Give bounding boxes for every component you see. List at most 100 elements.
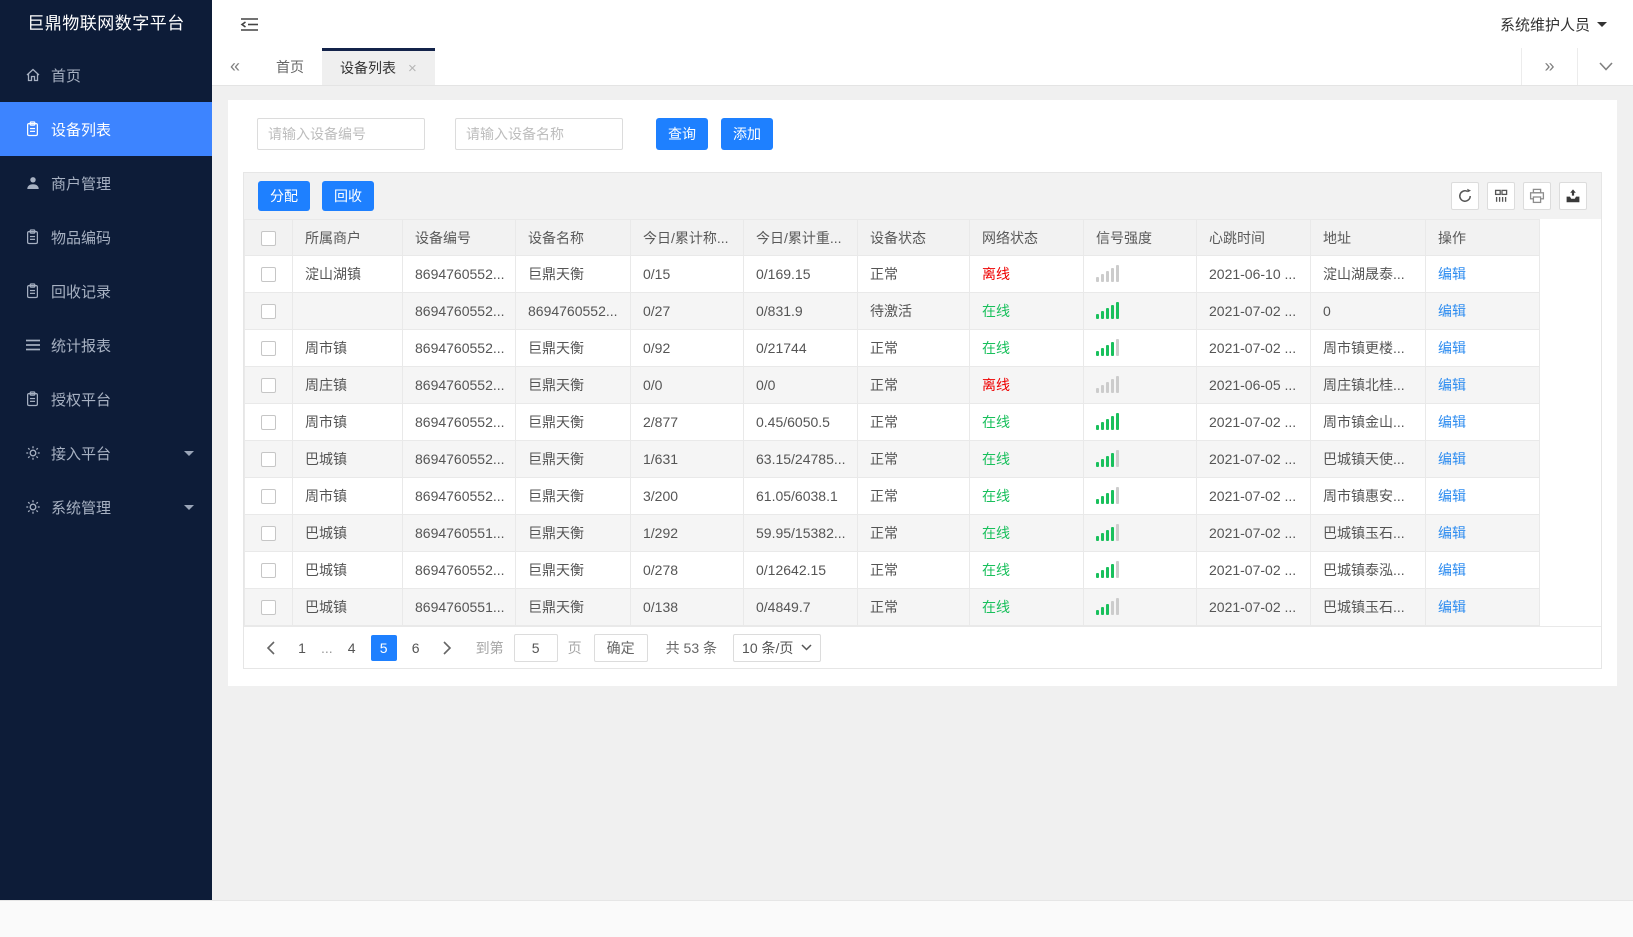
page-button-1[interactable]: 1 [298,639,306,656]
cell-merchant: 周庄镇 [292,366,403,404]
sidebar-item-接入平台[interactable]: 接入平台 [0,426,212,480]
row-select-cell [244,366,293,404]
row-checkbox[interactable] [261,378,276,394]
print-icon[interactable] [1523,182,1551,210]
edit-link[interactable]: 编辑 [1438,303,1466,319]
column-header: 信号强度 [1083,219,1197,256]
goto-page-input[interactable] [513,633,558,662]
edit-link[interactable]: 编辑 [1438,562,1466,578]
page-size-select[interactable]: 10 条/页 [733,633,822,662]
select-all-checkbox[interactable] [261,230,276,246]
sidebar-item-授权平台[interactable]: 授权平台 [0,372,212,426]
user-menu[interactable]: 系统维护人员 [1500,14,1607,35]
assign-button[interactable]: 分配 [258,181,310,211]
cell-signal [1083,329,1197,367]
cell-signal [1083,440,1197,478]
cell-network-status: 在线 [969,440,1084,478]
cell-device-name: 巨鼎天衡 [515,440,631,478]
sidebar-item-商户管理[interactable]: 商户管理 [0,156,212,210]
sidebar-item-回收记录[interactable]: 回收记录 [0,264,212,318]
sidebar-item-设备列表[interactable]: 设备列表 [0,102,212,156]
columns-icon[interactable] [1487,182,1515,210]
tabs-scroll-right-icon[interactable]: » [1521,48,1577,85]
page-button-6[interactable]: 6 [411,639,420,656]
edit-link[interactable]: 编辑 [1438,377,1466,393]
row-checkbox[interactable] [261,452,276,468]
page-ellipsis: ... [321,639,333,656]
sidebar-item-系统管理[interactable]: 系统管理 [0,480,212,534]
row-select-cell [244,329,293,367]
sidebar-item-首页[interactable]: 首页 [0,48,212,102]
page-buttons: 1... 4 5 6 [286,634,432,661]
row-checkbox[interactable] [261,489,276,505]
cell-today-weight: 0/0 [743,366,858,404]
close-icon[interactable]: × [408,59,417,77]
clipboard-icon [24,121,41,138]
device-name-input[interactable] [455,118,623,150]
tabs-menu-icon[interactable] [1577,48,1633,85]
edit-link[interactable]: 编辑 [1438,525,1466,541]
edit-link[interactable]: 编辑 [1438,414,1466,430]
table-row: 淀山湖镇 8694760552... 巨鼎天衡 0/15 0/169.15 正常 离线 202… [244,255,1540,293]
row-select-cell [244,255,293,293]
page-size-value: 10 条/页 [742,639,794,656]
cell-heartbeat: 2021-07-02 ... [1196,477,1311,515]
add-button[interactable]: 添加 [721,118,773,150]
cell-device-no: 8694760551... [402,588,516,626]
cell-merchant: 巴城镇 [292,551,403,589]
cell-merchant: 周市镇 [292,403,403,441]
tab-设备列表[interactable]: 设备列表 × [322,48,435,85]
edit-link[interactable]: 编辑 [1438,599,1466,615]
row-checkbox[interactable] [261,415,276,431]
row-checkbox[interactable] [261,304,276,320]
prev-page-button[interactable] [256,634,286,662]
cell-action: 编辑 [1425,477,1540,515]
device-no-input[interactable] [257,118,425,150]
table-row: 巴城镇 8694760552... 巨鼎天衡 1/631 63.15/24785... 正… [244,440,1540,478]
edit-link[interactable]: 编辑 [1438,488,1466,504]
export-icon[interactable] [1559,182,1587,210]
row-checkbox[interactable] [261,563,276,579]
cell-network-status: 在线 [969,329,1084,367]
row-checkbox[interactable] [261,526,276,542]
cell-today-weight: 0/21744 [743,329,858,367]
next-page-button[interactable] [432,634,462,662]
tabs-scroll-left-icon[interactable]: « [229,56,240,76]
sidebar-item-label: 回收记录 [51,283,112,301]
refresh-icon[interactable] [1451,182,1479,210]
cell-address: 巴城镇泰泓... [1310,551,1426,589]
clipboard-icon [24,283,41,300]
cell-network-status: 在线 [969,477,1084,515]
edit-link[interactable]: 编辑 [1438,451,1466,467]
tab-首页[interactable]: 首页 [258,48,322,85]
cell-today-weight: 63.15/24785... [743,440,858,478]
sidebar-item-统计报表[interactable]: 统计报表 [0,318,212,372]
sidebar-collapse-icon[interactable] [240,16,259,33]
cell-network-status: 在线 [969,403,1084,441]
signal-strength-icon [1096,338,1121,356]
sidebar-item-物品编码[interactable]: 物品编码 [0,210,212,264]
row-checkbox[interactable] [261,600,276,616]
page-button-5[interactable]: 5 [370,634,397,661]
cell-device-name: 巨鼎天衡 [515,477,631,515]
row-checkbox[interactable] [261,341,276,357]
edit-link[interactable]: 编辑 [1438,340,1466,356]
content-area: 查询 添加 分配 回收 所属商户设备编号设备名称今日/累计称...今日/累计重.… [212,86,1633,900]
page-button-4[interactable]: 4 [347,639,356,656]
edit-link[interactable]: 编辑 [1438,266,1466,282]
table-header-row: 所属商户 设备编号 设备名称 今日/累计称... 今日/累计重... 设备状态 网络状态 信号… [244,219,1540,256]
cell-heartbeat: 2021-07-02 ... [1196,329,1311,367]
query-button[interactable]: 查询 [656,118,708,150]
row-checkbox[interactable] [261,267,276,283]
cell-merchant: 周市镇 [292,477,403,515]
tab-label: 设备列表 [340,60,396,76]
recycle-button[interactable]: 回收 [322,181,374,211]
cell-action: 编辑 [1425,440,1540,478]
table-row: 周市镇 8694760552... 巨鼎天衡 2/877 0.45/6050.5 正常 在线… [244,403,1540,441]
confirm-button[interactable]: 确定 [593,633,648,662]
cell-network-status: 在线 [969,514,1084,552]
cell-signal [1083,403,1197,441]
cell-address: 巴城镇玉石... [1310,514,1426,552]
cell-today-weight: 0/4849.7 [743,588,858,626]
cell-signal [1083,255,1197,293]
